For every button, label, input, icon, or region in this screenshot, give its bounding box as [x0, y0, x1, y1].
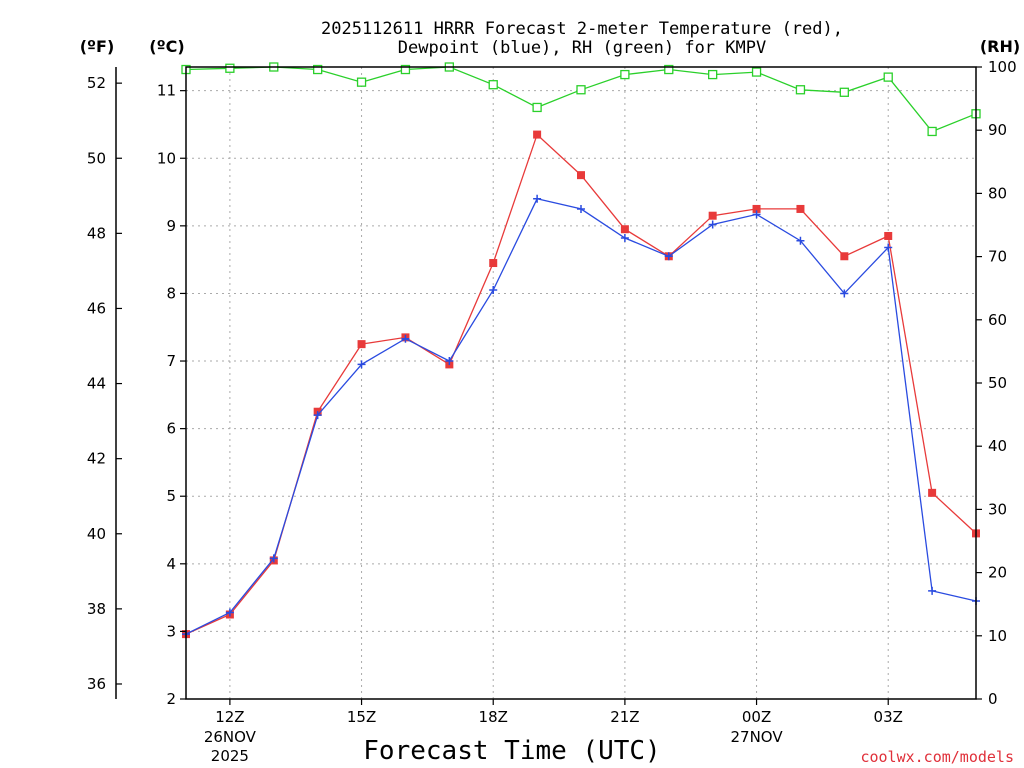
rh-point	[708, 69, 718, 80]
celsius-unit-label: (ºC)	[149, 37, 184, 56]
fahrenheit-tick-label: 38	[87, 600, 106, 618]
temperature-point	[489, 259, 498, 268]
dewpoint-point	[796, 236, 805, 245]
rh-point	[576, 85, 586, 95]
rh-point	[313, 64, 323, 75]
dewpoint-point	[225, 608, 234, 617]
rh-tick-label: 20	[988, 564, 1007, 582]
celsius-tick-label: 7	[166, 352, 176, 370]
temperature-point	[796, 204, 805, 213]
fahrenheit-tick-label: 50	[87, 149, 106, 167]
dewpoint-point	[533, 194, 542, 203]
temperature-point	[884, 231, 893, 240]
dewpoint-point	[708, 220, 717, 229]
dewpoint-point	[489, 286, 498, 295]
celsius-tick-label: 2	[166, 690, 176, 708]
dewpoint-point	[313, 411, 322, 420]
celsius-tick-label: 8	[166, 284, 176, 302]
fahrenheit-tick-label: 52	[87, 74, 106, 92]
rh-tick-label: 80	[988, 184, 1007, 202]
temperature-point	[928, 488, 937, 497]
fahrenheit-tick-label: 40	[87, 525, 106, 543]
x-tick-label: 21Z	[610, 708, 639, 726]
rh-point	[883, 72, 893, 82]
temperature-point	[357, 340, 366, 349]
dewpoint-point	[752, 210, 761, 219]
fahrenheit-tick-label: 42	[87, 450, 106, 468]
celsius-tick-label: 11	[157, 82, 176, 100]
celsius-tick-label: 6	[166, 420, 176, 438]
chart-title-line1: 2025112611 HRRR Forecast 2-meter Tempera…	[321, 19, 843, 39]
x-tick-year-label: 2025	[211, 747, 249, 765]
dewpoint-point	[928, 586, 937, 595]
rh-series-line	[185, 66, 977, 133]
grid-layer	[186, 67, 976, 699]
temperature-point	[708, 211, 717, 220]
rh-point	[620, 69, 630, 80]
celsius-tick-label: 4	[166, 555, 176, 573]
rh-point	[795, 85, 806, 95]
rh-tick-label: 0	[988, 690, 998, 708]
dewpoint-point	[840, 289, 849, 298]
dewpoint-point	[577, 204, 585, 213]
rh-tick-label: 100	[988, 58, 1017, 76]
dewpoint-point	[357, 360, 366, 369]
dewpoint-point	[664, 252, 673, 261]
fahrenheit-tick-label: 36	[87, 675, 106, 693]
fahrenheit-tick-label: 46	[87, 299, 106, 317]
rh-tick-label: 60	[988, 311, 1007, 329]
dewpoint-point	[620, 234, 629, 243]
x-axis-label: Forecast Time (UTC)	[363, 736, 660, 766]
rh-tick-label: 10	[988, 627, 1007, 645]
celsius-tick-label: 9	[166, 217, 176, 235]
rh-tick-label: 90	[988, 121, 1007, 139]
x-tick-label: 15Z	[347, 708, 376, 726]
dewpoint-series-line	[185, 198, 977, 635]
temperature-point	[533, 130, 542, 139]
rh-point	[400, 64, 411, 75]
dewpoint-point	[884, 243, 893, 252]
rh-tick-label: 30	[988, 500, 1007, 518]
rh-point	[927, 126, 937, 137]
rh-point	[664, 64, 674, 75]
rh-point	[532, 102, 542, 113]
dewpoint-point	[269, 554, 278, 563]
temperature-point	[620, 225, 629, 234]
temperature-point	[577, 171, 585, 180]
plot-frame	[185, 66, 977, 700]
rh-point	[751, 67, 762, 77]
fahrenheit-tick-label: 44	[87, 375, 106, 393]
rh-point	[839, 87, 849, 97]
celsius-tick-label: 10	[157, 149, 176, 167]
rh-point	[356, 77, 367, 87]
celsius-tick-label: 3	[166, 622, 176, 640]
x-tick-label: 18Z	[479, 708, 508, 726]
rh-tick-label: 50	[988, 374, 1007, 392]
temperature-point	[840, 252, 849, 261]
rh-tick-label: 70	[988, 248, 1007, 266]
credit-text: coolwx.com/models	[860, 748, 1014, 766]
rh-unit-label: (RH)	[980, 37, 1020, 56]
fahrenheit-unit-label: (ºF)	[80, 37, 115, 56]
rh-tick-label: 40	[988, 437, 1007, 455]
fahrenheit-tick-label: 48	[87, 224, 106, 242]
rh-point	[225, 63, 235, 73]
series-layer	[181, 62, 981, 639]
x-tick-label: 03Z	[874, 708, 903, 726]
chart-title-line2: Dewpoint (blue), RH (green) for KMPV	[398, 38, 766, 58]
x-tick-label: 00Z	[742, 708, 771, 726]
x-tick-date-label: 27NOV	[730, 728, 783, 746]
x-tick-date-label: 26NOV	[204, 728, 257, 746]
temperature-point	[752, 204, 761, 213]
x-tick-label: 12Z	[215, 708, 244, 726]
dewpoint-point	[445, 357, 454, 366]
rh-point	[488, 80, 498, 90]
dewpoint-point	[401, 334, 410, 343]
celsius-tick-label: 5	[166, 487, 176, 505]
